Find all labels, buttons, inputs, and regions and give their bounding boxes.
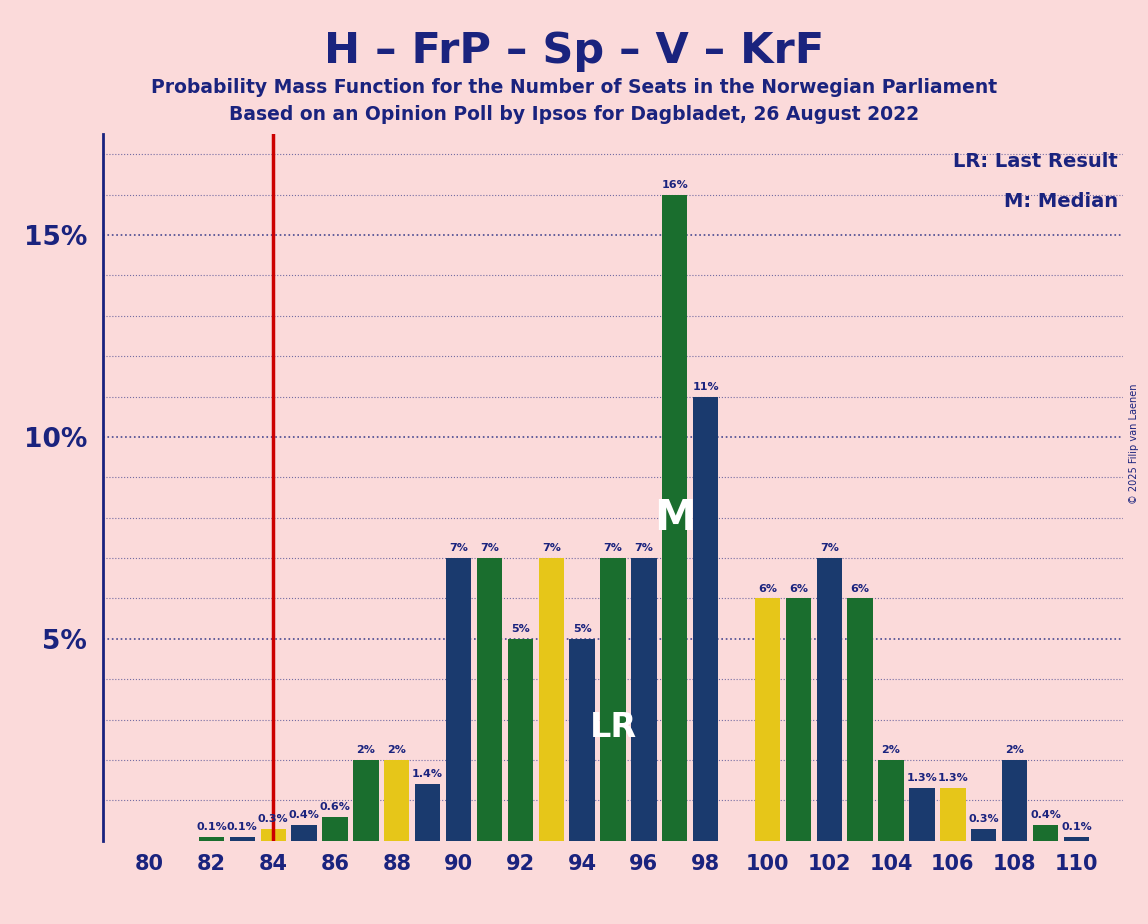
- Bar: [230, 837, 255, 841]
- Bar: [785, 599, 810, 841]
- Bar: [600, 558, 626, 841]
- Text: Probability Mass Function for the Number of Seats in the Norwegian Parliament: Probability Mass Function for the Number…: [150, 78, 998, 97]
- Bar: [940, 788, 965, 841]
- Text: 11%: 11%: [692, 382, 719, 392]
- Text: 0.1%: 0.1%: [196, 822, 227, 832]
- Text: 7%: 7%: [542, 543, 560, 553]
- Bar: [1002, 760, 1027, 841]
- Text: 0.4%: 0.4%: [1030, 809, 1061, 820]
- Text: 7%: 7%: [604, 543, 622, 553]
- Bar: [816, 558, 841, 841]
- Text: 2%: 2%: [1006, 746, 1024, 755]
- Bar: [445, 558, 471, 841]
- Text: M: M: [654, 497, 696, 539]
- Text: 7%: 7%: [449, 543, 468, 553]
- Bar: [476, 558, 502, 841]
- Text: 0.1%: 0.1%: [1061, 822, 1092, 832]
- Text: 16%: 16%: [661, 180, 688, 189]
- Bar: [507, 638, 533, 841]
- Text: 6%: 6%: [851, 584, 870, 593]
- Text: 1.3%: 1.3%: [938, 773, 968, 784]
- Text: 6%: 6%: [758, 584, 777, 593]
- Bar: [261, 829, 286, 841]
- Text: 7%: 7%: [480, 543, 499, 553]
- Bar: [878, 760, 903, 841]
- Text: 0.3%: 0.3%: [258, 814, 288, 824]
- Bar: [1064, 837, 1089, 841]
- Bar: [662, 195, 688, 841]
- Text: M: Median: M: Median: [1003, 192, 1118, 211]
- Text: 5%: 5%: [573, 624, 591, 634]
- Text: 2%: 2%: [882, 746, 900, 755]
- Text: Based on an Opinion Poll by Ipsos for Dagbladet, 26 August 2022: Based on an Opinion Poll by Ipsos for Da…: [228, 105, 920, 125]
- Text: 7%: 7%: [635, 543, 653, 553]
- Bar: [538, 558, 564, 841]
- Text: LR: LR: [589, 711, 637, 744]
- Bar: [631, 558, 657, 841]
- Bar: [1033, 825, 1058, 841]
- Text: 6%: 6%: [789, 584, 808, 593]
- Text: 0.3%: 0.3%: [969, 814, 999, 824]
- Bar: [323, 817, 348, 841]
- Bar: [909, 788, 934, 841]
- Bar: [569, 638, 595, 841]
- Text: 2%: 2%: [357, 746, 375, 755]
- Text: 1.3%: 1.3%: [907, 773, 937, 784]
- Text: LR: Last Result: LR: Last Result: [953, 152, 1118, 171]
- Bar: [755, 599, 781, 841]
- Bar: [693, 396, 719, 841]
- Bar: [971, 829, 996, 841]
- Bar: [385, 760, 410, 841]
- Text: 0.4%: 0.4%: [288, 809, 319, 820]
- Text: 7%: 7%: [820, 543, 839, 553]
- Text: 0.1%: 0.1%: [227, 822, 257, 832]
- Text: 5%: 5%: [511, 624, 529, 634]
- Bar: [416, 784, 441, 841]
- Text: 1.4%: 1.4%: [412, 770, 443, 780]
- Text: 0.6%: 0.6%: [319, 802, 350, 812]
- Text: © 2025 Filip van Laenen: © 2025 Filip van Laenen: [1130, 383, 1139, 504]
- Text: H – FrP – Sp – V – KrF: H – FrP – Sp – V – KrF: [324, 30, 824, 71]
- Bar: [847, 599, 872, 841]
- Bar: [354, 760, 379, 841]
- Bar: [199, 837, 224, 841]
- Text: 2%: 2%: [387, 746, 406, 755]
- Bar: [292, 825, 317, 841]
